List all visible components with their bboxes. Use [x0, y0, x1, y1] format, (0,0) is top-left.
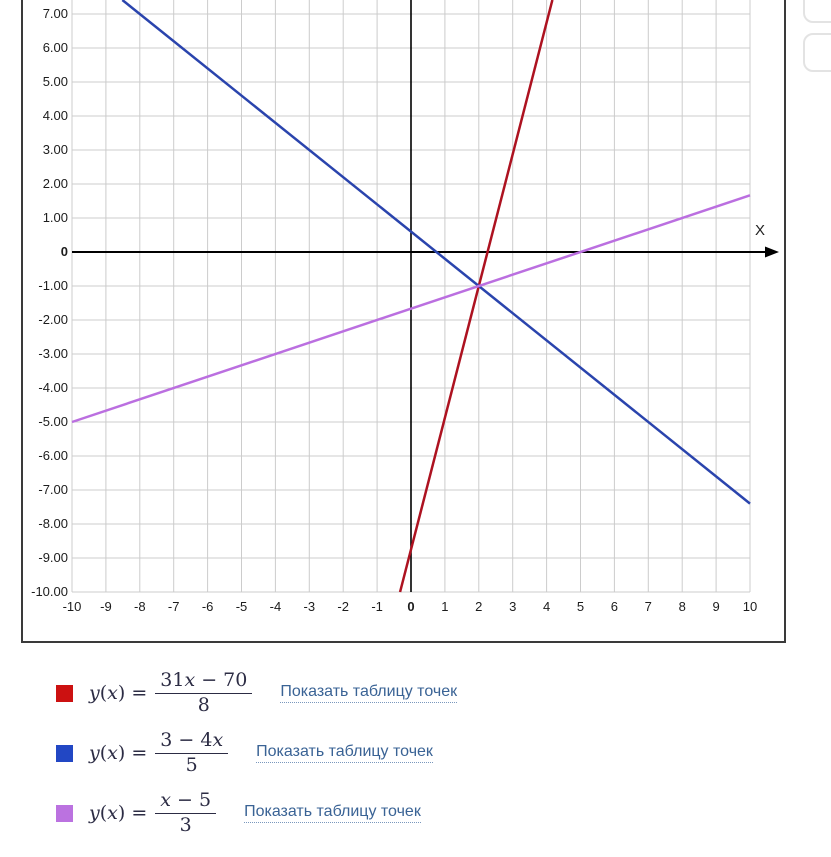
- y-tick-label: -5.00: [38, 414, 68, 429]
- x-tick-label: 9: [712, 599, 720, 614]
- y-tick-label: 2.00: [42, 176, 68, 191]
- formula-fraction: 31x − 70 8: [155, 669, 253, 717]
- legend-row: y(x) = x − 5 3 Показать таблицу точек: [56, 788, 457, 838]
- x-tick-label: -7: [167, 599, 180, 614]
- formula-lhs: y(x) =: [89, 802, 148, 824]
- x-tick-label: 2: [475, 599, 483, 614]
- x-tick-label: 4: [542, 599, 551, 614]
- side-button-bottom[interactable]: [803, 33, 831, 72]
- y-tick-label: 3.00: [42, 142, 68, 157]
- x-axis-label: X: [755, 222, 766, 239]
- x-tick-label: -8: [134, 599, 146, 614]
- y-tick-label: -3.00: [38, 346, 68, 361]
- y-tick-label: 4.00: [42, 108, 68, 123]
- y-tick-label: 0: [60, 244, 68, 259]
- formula-lhs: y(x) =: [89, 682, 148, 704]
- y-tick-label: -6.00: [38, 448, 68, 463]
- side-button-top[interactable]: [803, 0, 831, 23]
- y-tick-label: 7.00: [42, 6, 68, 21]
- function-legend: y(x) = 31x − 70 8 Показать таблицу точек…: [56, 668, 458, 838]
- y-tick-label: -1.00: [38, 278, 68, 293]
- formula-numerator: 31x − 70: [155, 669, 253, 694]
- show-points-table-link[interactable]: Показать таблицу точек: [256, 743, 433, 763]
- x-tick-label: -9: [100, 599, 112, 614]
- formula-lhs: y(x) =: [89, 742, 148, 764]
- x-tick-label: 3: [509, 599, 517, 614]
- formula-numerator: 3 − 4x: [155, 729, 229, 754]
- x-tick-label: 7: [644, 599, 652, 614]
- legend-color-swatch: [56, 684, 73, 702]
- y-tick-label: -10.00: [31, 584, 68, 599]
- y-tick-label: 6.00: [42, 40, 68, 55]
- x-tick-label: -10: [62, 599, 82, 614]
- x-tick-label: -1: [371, 599, 383, 614]
- formula-fraction: x − 5 3: [155, 789, 217, 837]
- x-tick-label: 0: [407, 599, 415, 614]
- formula-fraction: 3 − 4x 5: [155, 729, 229, 777]
- legend-color-swatch: [56, 804, 73, 822]
- x-tick-label: -3: [303, 599, 316, 614]
- legend-row: y(x) = 3 − 4x 5 Показать таблицу точек: [56, 728, 457, 778]
- formula-numerator: x − 5: [155, 789, 217, 814]
- x-tick-label: -6: [201, 599, 214, 614]
- formula-denominator: 8: [197, 693, 210, 716]
- legend-color-swatch: [56, 744, 73, 762]
- y-tick-label: -7.00: [38, 482, 68, 497]
- x-tick-label: 1: [441, 599, 449, 614]
- function-formula: y(x) = 3 − 4x 5: [89, 729, 229, 777]
- x-tick-label: 10: [742, 599, 758, 614]
- formula-denominator: 5: [185, 753, 198, 776]
- y-tick-label: -2.00: [38, 312, 68, 327]
- y-tick-label: -8.00: [38, 516, 68, 531]
- function-formula: y(x) = x − 5 3: [89, 789, 217, 837]
- x-tick-label: -5: [235, 599, 248, 614]
- show-points-table-link[interactable]: Показать таблицу точек: [244, 803, 421, 823]
- x-tick-label: -4: [269, 599, 282, 614]
- chart-frame: [21, 0, 786, 643]
- y-tick-label: -9.00: [38, 550, 68, 565]
- show-points-table-link[interactable]: Показать таблицу точек: [280, 683, 458, 703]
- formula-denominator: 3: [179, 813, 192, 836]
- y-tick-label: 1.00: [42, 210, 68, 225]
- x-tick-label: 6: [610, 599, 618, 614]
- x-tick-label: 5: [576, 599, 585, 614]
- legend-row: y(x) = 31x − 70 8 Показать таблицу точек: [56, 668, 458, 718]
- y-tick-label: -4.00: [38, 380, 68, 395]
- x-tick-label: -2: [337, 599, 349, 614]
- x-tick-label: 8: [678, 599, 686, 614]
- function-formula: y(x) = 31x − 70 8: [89, 669, 253, 717]
- y-tick-label: 5.00: [42, 74, 68, 89]
